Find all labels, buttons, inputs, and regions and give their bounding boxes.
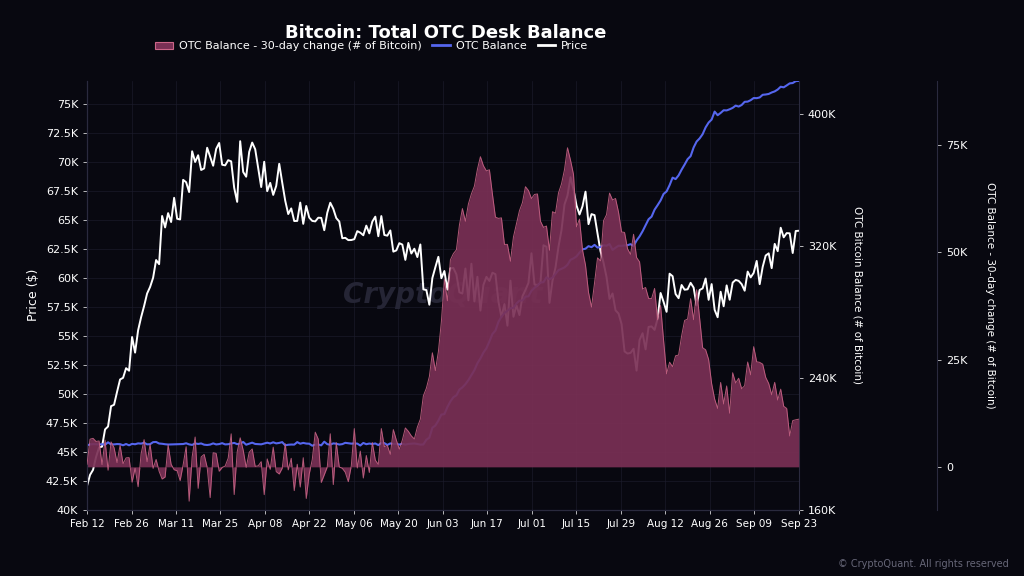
Legend: OTC Balance - 30-day change (# of Bitcoin), OTC Balance, Price: OTC Balance - 30-day change (# of Bitcoi…	[151, 37, 593, 56]
Text: © CryptoQuant. All rights reserved: © CryptoQuant. All rights reserved	[838, 559, 1009, 569]
Text: Bitcoin: Total OTC Desk Balance: Bitcoin: Total OTC Desk Balance	[285, 24, 606, 42]
Y-axis label: Price ($): Price ($)	[28, 269, 40, 321]
Text: CryptoQuant: CryptoQuant	[343, 281, 543, 309]
Y-axis label: OTC Bitcoin Balance (# of Bitcoin): OTC Bitcoin Balance (# of Bitcoin)	[853, 206, 863, 384]
Y-axis label: OTC Balance - 30-day change (# of Bitcoin): OTC Balance - 30-day change (# of Bitcoi…	[984, 182, 994, 408]
